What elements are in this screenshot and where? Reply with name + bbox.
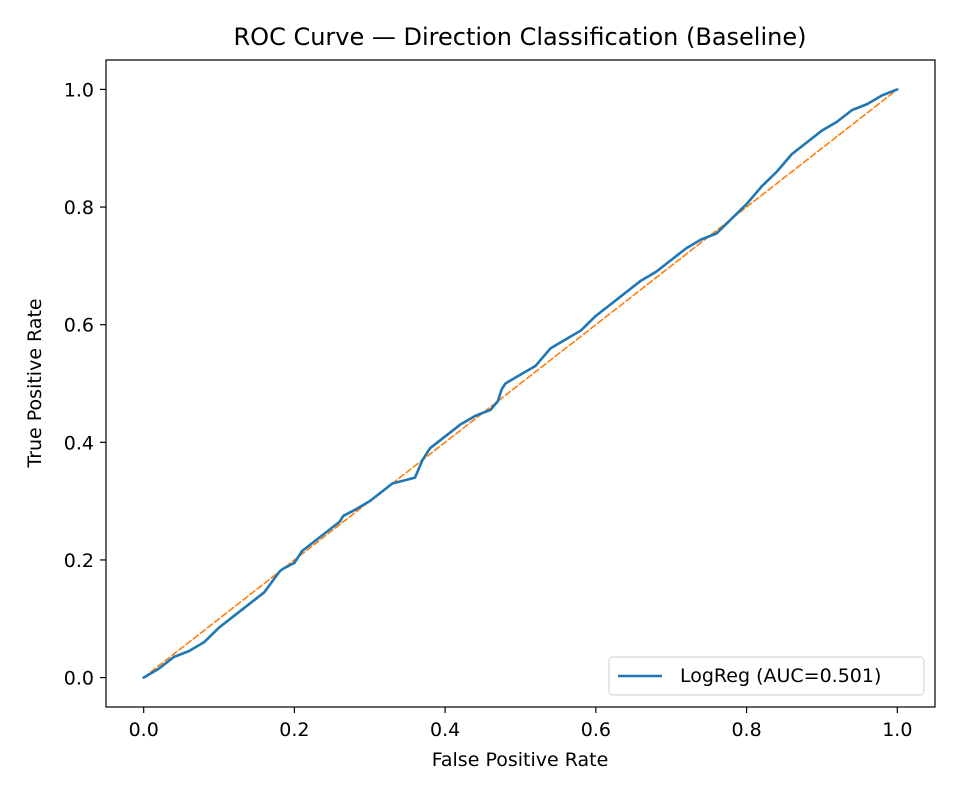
x-tick-label: 0.0: [129, 719, 159, 741]
y-tick-label: 0.2: [64, 550, 94, 572]
legend-label-logreg: LogReg (AUC=0.501): [680, 665, 881, 687]
y-axis-label: True Positive Rate: [24, 298, 46, 468]
x-axis-ticks: 0.0 0.2 0.4 0.6 0.8 1.0: [129, 707, 912, 741]
legend: LogReg (AUC=0.501): [608, 656, 925, 696]
series-line-logreg: [142, 88, 899, 679]
y-tick-label: 0.4: [64, 432, 94, 454]
legend-box: [608, 656, 925, 696]
x-tick-label: 0.6: [581, 719, 611, 741]
x-tick-label: 1.0: [882, 719, 912, 741]
x-axis-label: False Positive Rate: [432, 749, 609, 771]
y-tick-label: 0.6: [64, 315, 94, 337]
x-tick-label: 0.4: [430, 719, 460, 741]
y-tick-label: 1.0: [64, 79, 94, 101]
x-tick-label: 0.8: [731, 719, 761, 741]
series-layer: [142, 88, 899, 679]
chance-diagonal-line: [142, 88, 899, 679]
x-tick-label: 0.2: [279, 719, 309, 741]
chart-title: ROC Curve — Direction Classification (Ba…: [234, 23, 807, 51]
plot-area: [105, 59, 936, 708]
y-tick-label: 0.8: [64, 197, 94, 219]
y-axis-ticks: 0.0 0.2 0.4 0.6 0.8 1.0: [64, 79, 106, 690]
y-tick-label: 0.0: [64, 668, 94, 690]
